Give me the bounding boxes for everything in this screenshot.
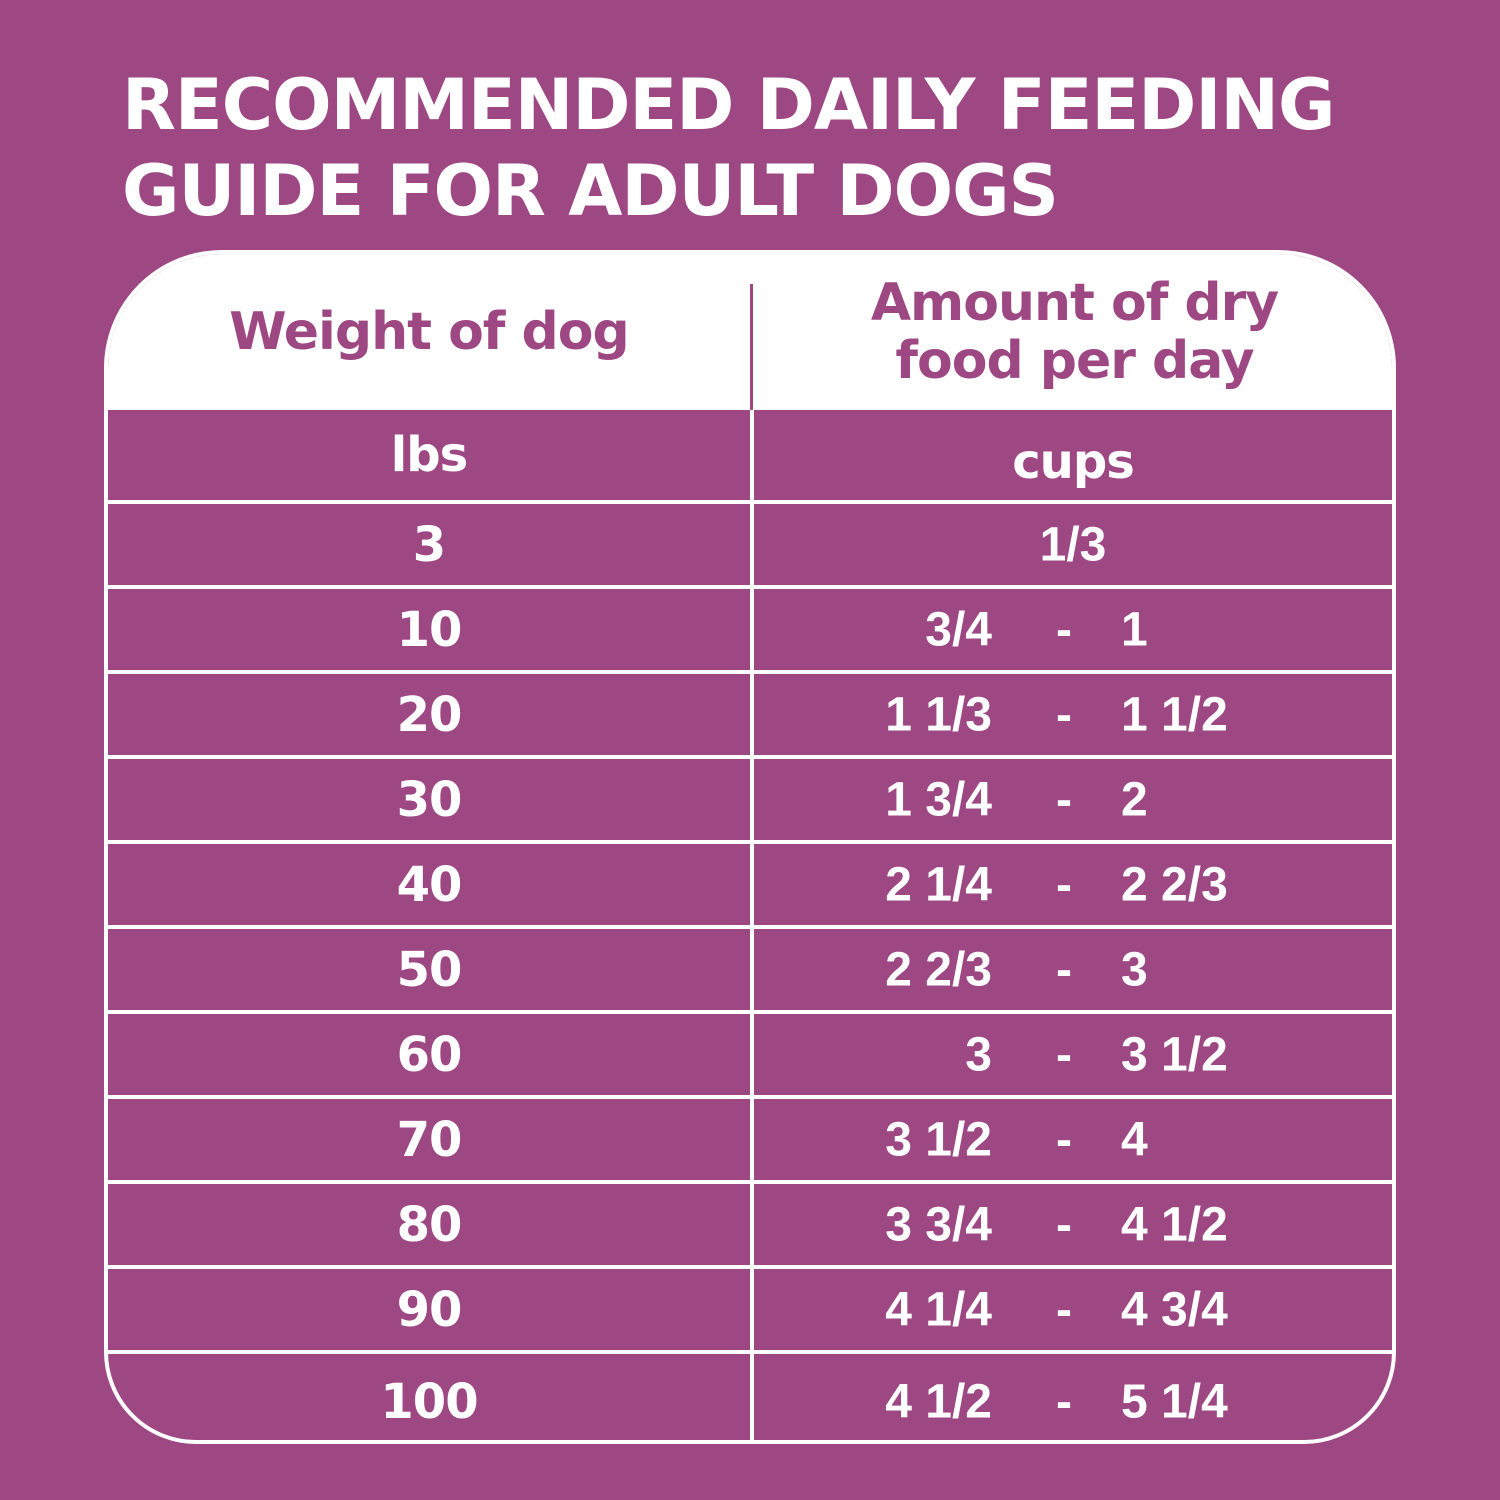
table-body: lbs cups 3 1/3 10 3/4-1 20 1 1/3-1 1/2 30 1 3/4… [108,410,1392,1440]
range-separator: - [1056,1028,1072,1081]
table-row: 60 3 -3 1/2 [108,1010,1392,1095]
weight-cell: 60 [396,1026,463,1083]
table-row: 3 1/3 [108,500,1392,585]
range-separator: - [1056,773,1072,826]
amount-low: 1 3/4 [885,773,992,826]
table-row: 10 3/4 -1 [108,585,1392,670]
weight-cell: 40 [396,856,463,913]
header-amount-line-1: Amount of dry [870,273,1279,333]
amount-high: 2 2/3 [1121,858,1228,911]
amount-low: 3 [965,1028,992,1081]
table-row: 30 1 3/4 -2 [108,755,1392,840]
amount-cell: 2 2/3 -3 [754,929,1392,1010]
amount-high: 4 1/2 [1121,1198,1228,1251]
header-amount: Amount of dry food per day [753,254,1392,410]
amount-high: 2 [1121,773,1148,826]
table-row: 50 2 2/3 -3 [108,925,1392,1010]
title-line-1: RECOMMENDED DAILY FEEDING [122,64,1335,146]
table-row: 20 1 1/3 -1 1/2 [108,670,1392,755]
amount-cell: 4 1/4 -4 3/4 [754,1269,1392,1350]
amount-low: 4 1/4 [885,1283,992,1336]
weight-cell: 90 [396,1281,463,1338]
table-row: 90 4 1/4 -4 3/4 [108,1265,1392,1350]
weight-cell: 3 [412,516,446,573]
amount-cell: 3 -3 1/2 [754,1014,1392,1095]
column-divider [750,755,754,840]
column-divider [750,840,754,925]
column-divider [750,1010,754,1095]
amount-cell: 1/3 [754,504,1392,585]
column-divider [750,925,754,1010]
header-amount-line-2: food per day [895,331,1254,391]
column-divider [750,670,754,755]
range-separator: - [1056,943,1072,996]
column-divider [750,1095,754,1180]
amount-low: 3 1/2 [885,1113,992,1166]
column-divider [750,1180,754,1265]
amount-value: 1/3 [1039,518,1107,571]
amount-cell: 2 1/4 -2 2/3 [754,844,1392,925]
amount-high: 3 1/2 [1121,1028,1228,1081]
amount-cell: 3 3/4 -4 1/2 [754,1184,1392,1265]
range-separator: - [1056,1198,1072,1251]
column-divider [750,410,754,500]
units-row: lbs cups [108,410,1392,500]
weight-cell: 20 [396,686,463,743]
unit-weight: lbs [390,427,468,483]
column-divider [750,500,754,585]
range-separator: - [1056,688,1072,741]
header-weight: Weight of dog [229,302,629,362]
weight-cell: 30 [396,771,463,828]
amount-high: 4 [1121,1113,1148,1166]
amount-cell: 3/4 -1 [754,589,1392,670]
amount-high: 5 1/4 [1121,1375,1228,1429]
amount-cell: 1 3/4 -2 [754,759,1392,840]
table-header: Weight of dog Amount of dry food per day [108,254,1392,410]
column-divider [750,1350,754,1440]
amount-high: 4 3/4 [1121,1283,1228,1336]
weight-cell: 50 [396,941,463,998]
feeding-table: Weight of dog Amount of dry food per day… [104,250,1396,1444]
amount-low: 3/4 [925,603,992,656]
amount-low: 4 1/2 [885,1375,992,1429]
weight-cell: 70 [396,1111,463,1168]
amount-cell: 3 1/2 -4 [754,1099,1392,1180]
amount-low: 1 1/3 [885,688,992,741]
amount-high: 1 1/2 [1121,688,1228,741]
amount-low: 3 3/4 [885,1198,992,1251]
range-separator: - [1056,1375,1072,1429]
range-separator: - [1056,1113,1072,1166]
amount-cell: 4 1/2 -5 1/4 [754,1354,1392,1440]
table-row: 40 2 1/4 -2 2/3 [108,840,1392,925]
unit-amount: cups [1012,434,1135,490]
header-divider [750,284,753,410]
amount-high: 1 [1121,603,1148,656]
amount-cell: 1 1/3 -1 1/2 [754,674,1392,755]
range-separator: - [1056,1283,1072,1336]
page-title: RECOMMENDED DAILY FEEDING GUIDE FOR ADUL… [122,62,1422,234]
amount-high: 3 [1121,943,1148,996]
column-divider [750,1265,754,1350]
weight-cell: 100 [380,1374,478,1430]
weight-cell: 10 [396,601,463,658]
table-row: 80 3 3/4 -4 1/2 [108,1180,1392,1265]
column-divider [750,585,754,670]
title-line-2: GUIDE FOR ADULT DOGS [122,150,1059,232]
table-row: 100 4 1/2 -5 1/4 [108,1350,1392,1440]
amount-low: 2 2/3 [885,943,992,996]
amount-low: 2 1/4 [885,858,992,911]
range-separator: - [1056,858,1072,911]
weight-cell: 80 [396,1196,463,1253]
table-row: 70 3 1/2 -4 [108,1095,1392,1180]
range-separator: - [1056,603,1072,656]
